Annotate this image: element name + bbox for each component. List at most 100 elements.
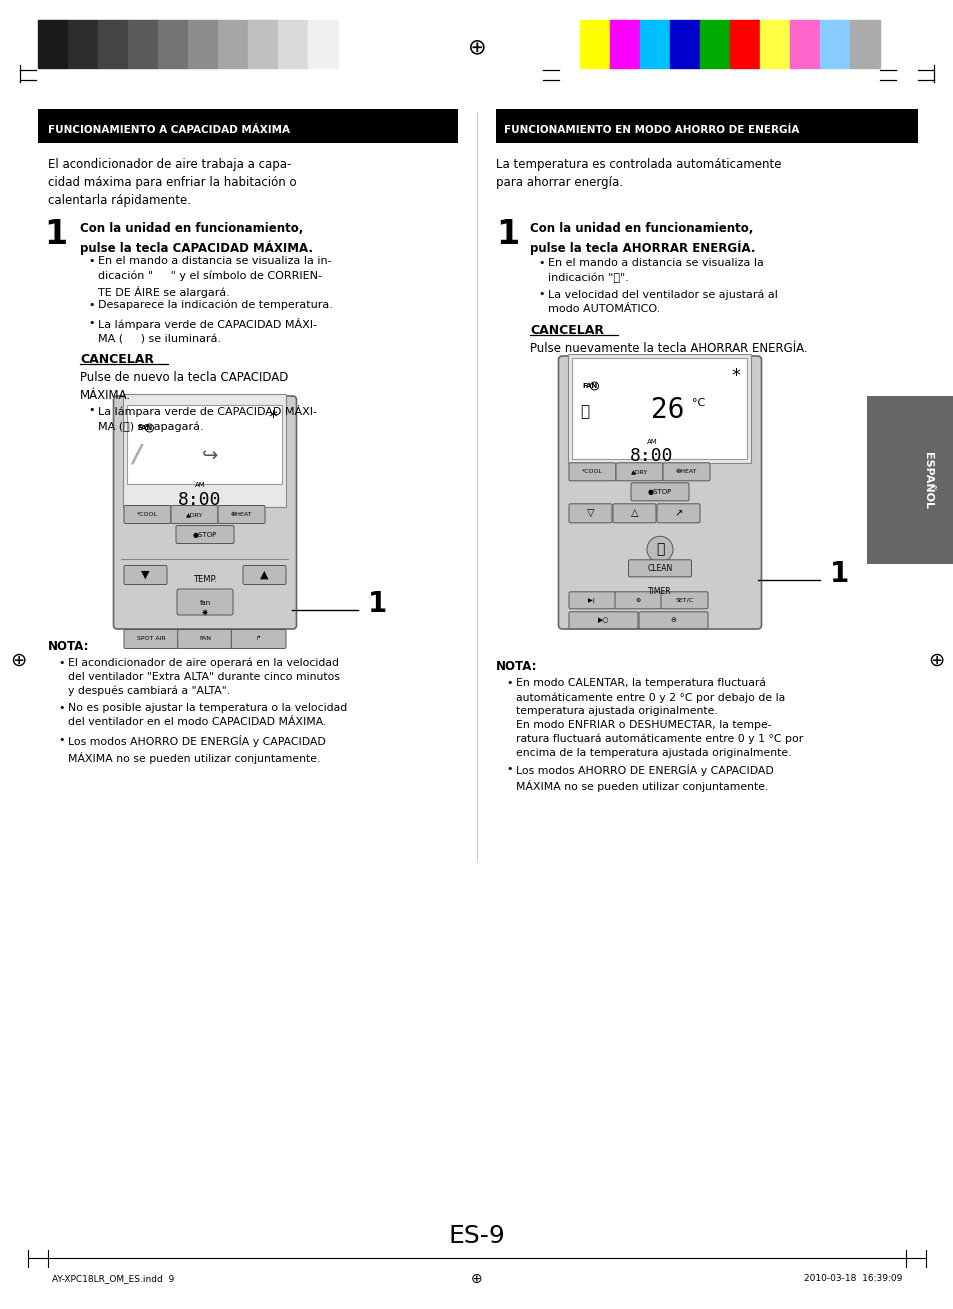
Text: NOTA:: NOTA: — [496, 660, 537, 673]
Bar — [188, 20, 218, 68]
Text: 1: 1 — [829, 560, 848, 588]
Text: fan: fan — [199, 600, 211, 606]
Text: 2010-03-18  16:39:09: 2010-03-18 16:39:09 — [802, 1274, 901, 1283]
Text: ↪: ↪ — [202, 445, 218, 465]
Text: •: • — [505, 678, 512, 689]
Text: *: * — [268, 408, 276, 427]
Text: ▲DRY: ▲DRY — [186, 512, 203, 517]
Text: ✷: ✷ — [201, 607, 209, 618]
Text: 8:00: 8:00 — [630, 446, 673, 465]
Text: ESPAÑOL: ESPAÑOL — [922, 452, 932, 508]
Text: AM: AM — [646, 439, 657, 445]
Text: FAN: FAN — [137, 425, 152, 431]
Text: Con la unidad en funcionamiento,
pulse la tecla AHORRAR ENERGÍA.: Con la unidad en funcionamiento, pulse l… — [530, 223, 755, 255]
FancyBboxPatch shape — [124, 505, 171, 524]
Text: Con la unidad en funcionamiento,
pulse la tecla CAPACIDAD MÁXIMA.: Con la unidad en funcionamiento, pulse l… — [80, 223, 313, 255]
Text: ❆HEAT: ❆HEAT — [231, 512, 252, 517]
Bar — [98, 20, 128, 68]
Text: °C: °C — [691, 398, 704, 408]
Bar — [572, 357, 747, 459]
FancyBboxPatch shape — [231, 630, 286, 648]
FancyBboxPatch shape — [558, 356, 760, 630]
Bar — [128, 404, 282, 484]
Text: ▲: ▲ — [260, 569, 269, 580]
Text: ●STOP: ●STOP — [647, 488, 672, 495]
FancyBboxPatch shape — [628, 560, 691, 577]
Bar — [277, 20, 308, 68]
Bar — [38, 109, 457, 143]
Text: /: / — [132, 442, 141, 467]
Bar — [729, 20, 760, 68]
Text: •: • — [537, 258, 544, 268]
Bar — [639, 20, 669, 68]
FancyBboxPatch shape — [113, 397, 296, 630]
Text: •: • — [88, 300, 94, 310]
Text: ▲DRY: ▲DRY — [630, 470, 647, 474]
Text: FUNCIONAMIENTO A CAPACIDAD MÁXIMA: FUNCIONAMIENTO A CAPACIDAD MÁXIMA — [48, 124, 290, 135]
Text: No es posible ajustar la temperatura o la velocidad
del ventilador en el modo CA: No es posible ajustar la temperatura o l… — [68, 703, 347, 726]
Text: NOTA:: NOTA: — [48, 640, 90, 653]
Text: FUNCIONAMIENTO EN MODO AHORRO DE ENERGÍA: FUNCIONAMIENTO EN MODO AHORRO DE ENERGÍA — [503, 124, 799, 135]
Bar — [158, 20, 188, 68]
FancyBboxPatch shape — [218, 505, 265, 524]
Text: El acondicionador de aire operará en la velocidad
del ventilador "Extra ALTA" du: El acondicionador de aire operará en la … — [68, 658, 339, 696]
Text: Ⓢ: Ⓢ — [655, 542, 663, 556]
Text: •: • — [58, 658, 65, 668]
Text: AM: AM — [194, 482, 205, 488]
Text: TIMER: TIMER — [647, 586, 671, 596]
Text: •: • — [88, 318, 94, 329]
Text: AY-XPC18LR_OM_ES.indd  9: AY-XPC18LR_OM_ES.indd 9 — [52, 1274, 174, 1283]
Text: SET/C: SET/C — [675, 598, 693, 603]
FancyBboxPatch shape — [175, 525, 233, 543]
Text: Pulse nuevamente la tecla AHORRAR ENERGÍA.: Pulse nuevamente la tecla AHORRAR ENERGÍ… — [530, 342, 807, 355]
Text: ●STOP: ●STOP — [193, 531, 217, 538]
Text: El acondicionador de aire trabaja a capa-
cidad máxima para enfriar la habitació: El acondicionador de aire trabaja a capa… — [48, 158, 296, 207]
FancyBboxPatch shape — [568, 463, 616, 480]
Text: ⊕: ⊕ — [636, 598, 640, 603]
Text: ❆HEAT: ❆HEAT — [675, 470, 697, 474]
Text: 26: 26 — [651, 397, 684, 424]
Text: •: • — [88, 257, 94, 266]
Text: 1: 1 — [368, 590, 387, 618]
Bar — [669, 20, 700, 68]
Text: Ⓢ: Ⓢ — [579, 404, 588, 419]
FancyBboxPatch shape — [613, 504, 656, 522]
Bar — [789, 20, 820, 68]
Text: △: △ — [630, 508, 638, 518]
Text: CANCELAR: CANCELAR — [530, 325, 603, 336]
Text: ⊕: ⊕ — [467, 37, 486, 58]
FancyBboxPatch shape — [639, 611, 707, 628]
Bar — [496, 109, 917, 143]
FancyBboxPatch shape — [124, 630, 178, 648]
Bar — [568, 353, 751, 463]
Text: En el mando a distancia se visualiza la in-
dicación "     " y el símbolo de COR: En el mando a distancia se visualiza la … — [98, 257, 332, 297]
Text: *COOL: *COOL — [137, 512, 158, 517]
Text: ⊕: ⊕ — [471, 1272, 482, 1285]
FancyBboxPatch shape — [568, 504, 612, 522]
Text: ↗: ↗ — [674, 508, 681, 518]
Text: TEMP.: TEMP. — [193, 575, 216, 584]
Text: Desaparece la indicación de temperatura.: Desaparece la indicación de temperatura. — [98, 300, 333, 310]
Text: Los modos AHORRO DE ENERGÍA y CAPACIDAD
MÁXIMA no se pueden utilizar conjuntamen: Los modos AHORRO DE ENERGÍA y CAPACIDAD … — [516, 764, 773, 792]
FancyBboxPatch shape — [660, 592, 707, 609]
Text: La lámpara verde de CAPACIDAD MÁXI-
MA (⨽) se apagará.: La lámpara verde de CAPACIDAD MÁXI- MA (… — [98, 404, 316, 432]
Bar — [308, 20, 337, 68]
Text: CANCELAR: CANCELAR — [80, 353, 153, 367]
Text: ⊕: ⊕ — [927, 651, 943, 669]
Text: ▶○: ▶○ — [598, 618, 609, 623]
Text: La lámpara verde de CAPACIDAD MÁXI-
MA (     ) se iluminará.: La lámpara verde de CAPACIDAD MÁXI- MA (… — [98, 318, 316, 344]
Text: 1: 1 — [44, 219, 67, 251]
FancyBboxPatch shape — [177, 630, 233, 648]
Text: ⊖: ⊖ — [670, 618, 676, 623]
Text: ▽: ▽ — [586, 508, 594, 518]
FancyBboxPatch shape — [177, 589, 233, 615]
Bar — [123, 394, 286, 507]
Text: •: • — [505, 764, 512, 774]
Text: •: • — [58, 734, 65, 745]
Text: 1: 1 — [496, 219, 518, 251]
Text: Los modos AHORRO DE ENERGÍA y CAPACIDAD
MÁXIMA no se pueden utilizar conjuntamen: Los modos AHORRO DE ENERGÍA y CAPACIDAD … — [68, 734, 325, 763]
FancyBboxPatch shape — [568, 611, 638, 628]
Bar — [579, 20, 609, 68]
Bar — [760, 20, 789, 68]
FancyBboxPatch shape — [616, 463, 662, 480]
